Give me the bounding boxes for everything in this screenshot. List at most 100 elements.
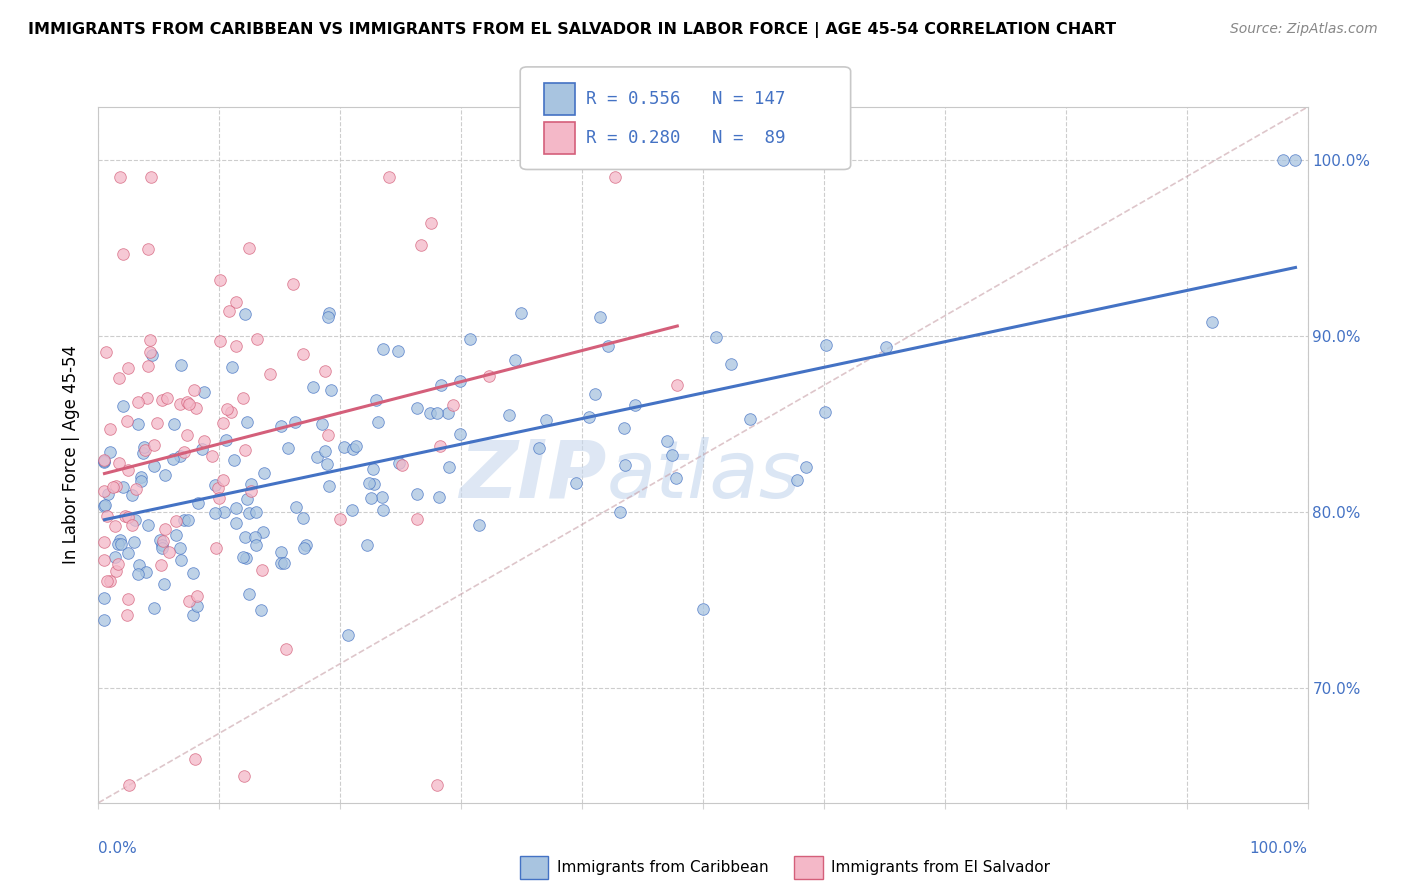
Point (148, 533, 170, 547)
Point (666, 377, 689, 392)
Point (93, 484, 115, 499)
Point (96, 345, 118, 359)
Point (108, 170, 131, 185)
Point (117, 546, 139, 560)
Text: ZIP: ZIP (458, 437, 606, 515)
Point (458, 332, 481, 346)
Point (429, 439, 451, 453)
Point (329, 512, 352, 526)
Point (93, 535, 115, 549)
Point (207, 481, 229, 495)
Point (163, 417, 186, 432)
Point (333, 440, 356, 454)
Point (129, 474, 152, 488)
Point (243, 530, 266, 544)
Point (614, 458, 637, 472)
Point (101, 480, 124, 494)
Point (94, 499, 117, 513)
Point (316, 457, 339, 471)
Point (170, 553, 193, 567)
Point (129, 470, 152, 484)
Point (387, 344, 409, 359)
Point (114, 508, 136, 523)
Point (225, 339, 247, 353)
Point (177, 594, 200, 608)
Point (430, 378, 453, 392)
Point (253, 466, 276, 480)
Point (143, 438, 166, 452)
Point (104, 479, 127, 493)
Point (367, 415, 389, 429)
Point (420, 217, 443, 231)
Point (104, 518, 127, 533)
Point (589, 310, 612, 324)
Point (176, 513, 198, 527)
Point (93, 591, 115, 606)
Point (193, 434, 215, 448)
Point (184, 401, 207, 416)
Point (139, 344, 162, 359)
Point (155, 467, 177, 482)
Point (245, 505, 267, 519)
Point (93, 455, 115, 469)
Point (814, 405, 837, 419)
Point (118, 778, 141, 792)
Point (204, 506, 226, 520)
Text: R = 0.556   N = 147: R = 0.556 N = 147 (586, 90, 786, 108)
Point (211, 473, 233, 487)
Point (96, 574, 118, 588)
Point (181, 566, 204, 581)
Point (284, 500, 307, 514)
Point (183, 607, 205, 622)
Point (337, 628, 360, 642)
Text: R = 0.280   N =  89: R = 0.280 N = 89 (586, 129, 786, 147)
Point (132, 440, 155, 454)
Point (363, 477, 385, 491)
Point (316, 428, 339, 442)
Point (134, 443, 156, 458)
Point (246, 332, 269, 346)
Point (273, 557, 295, 571)
Point (219, 405, 242, 419)
Point (252, 525, 274, 540)
Point (665, 471, 688, 485)
Point (117, 361, 139, 376)
Point (127, 566, 149, 581)
Point (139, 333, 162, 347)
Point (176, 427, 198, 442)
Point (316, 310, 339, 324)
Point (238, 241, 260, 255)
Point (122, 535, 145, 549)
Point (211, 416, 233, 430)
Point (527, 441, 550, 455)
Point (162, 452, 184, 467)
Point (205, 541, 228, 555)
Point (270, 544, 292, 558)
Point (437, 459, 460, 474)
Point (875, 340, 897, 354)
Point (720, 357, 742, 371)
Point (409, 238, 432, 252)
Point (236, 415, 259, 429)
Point (152, 576, 174, 591)
Point (225, 501, 247, 516)
Point (93, 499, 115, 513)
Point (176, 395, 198, 409)
Point (224, 453, 246, 467)
Point (183, 383, 205, 397)
Point (208, 272, 231, 286)
Point (814, 338, 837, 352)
Point (270, 556, 292, 570)
Point (143, 458, 166, 473)
Point (356, 539, 378, 553)
Point (240, 476, 263, 491)
Point (585, 387, 607, 401)
Point (152, 392, 174, 407)
Point (214, 434, 236, 448)
Text: atlas: atlas (606, 437, 801, 515)
Point (98, 421, 121, 435)
Point (245, 537, 267, 551)
Point (319, 383, 342, 397)
Point (135, 565, 157, 579)
Point (427, 490, 450, 504)
